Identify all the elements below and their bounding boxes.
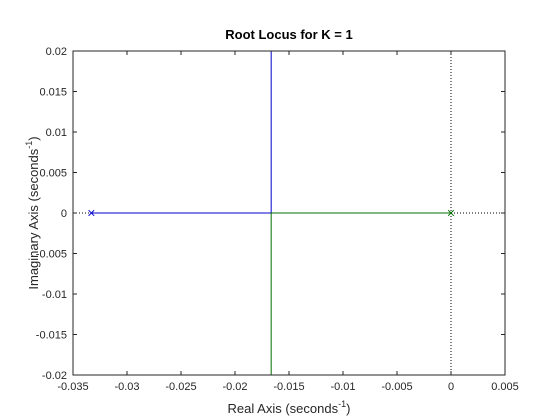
pole-marker-stroke — [447, 209, 455, 217]
locus-branch-1 — [91, 51, 272, 214]
x-tick-label: -0.01 — [330, 381, 355, 393]
locus-branch-2 — [270, 212, 451, 375]
x-tick-label: -0.03 — [114, 381, 139, 393]
y-tick-label: -0.015 — [36, 330, 67, 342]
y-tick-label: -0.02 — [42, 370, 67, 382]
y-tick-label: 0 — [61, 208, 67, 220]
x-tick-label: 0 — [448, 381, 454, 393]
x-tick-label: -0.025 — [165, 381, 196, 393]
x-tick-label: -0.035 — [57, 381, 88, 393]
y-tick-label: -0.01 — [42, 289, 67, 301]
pole-marker-stroke — [88, 209, 95, 217]
x-tick-label: -0.02 — [222, 381, 247, 393]
pole-marker-2 — [447, 209, 455, 217]
pole-marker-1 — [88, 209, 95, 217]
y-tick-label: 0.02 — [46, 46, 67, 58]
x-tick-label: 0.005 — [491, 381, 519, 393]
x-axis-label: Real Axis (seconds-1) — [228, 399, 351, 416]
x-tick-label: -0.015 — [273, 381, 304, 393]
locus-branches — [91, 51, 451, 375]
y-tick-label: 0.01 — [46, 127, 67, 139]
chart-title: Root Locus for K = 1 — [225, 27, 352, 42]
y-tick-label: -0.005 — [36, 249, 67, 261]
y-axis-label: Imaginary Axis (seconds-1) — [24, 136, 41, 289]
x-tick-label: -0.005 — [381, 381, 412, 393]
axis-ticks: -0.035 -0.03 -0.025 -0.02 -0.015 -0.01 -0.005 0… — [36, 46, 519, 393]
pole-markers — [88, 209, 455, 217]
y-tick-label: 0.005 — [39, 168, 67, 180]
y-tick-label: 0.015 — [39, 87, 67, 99]
